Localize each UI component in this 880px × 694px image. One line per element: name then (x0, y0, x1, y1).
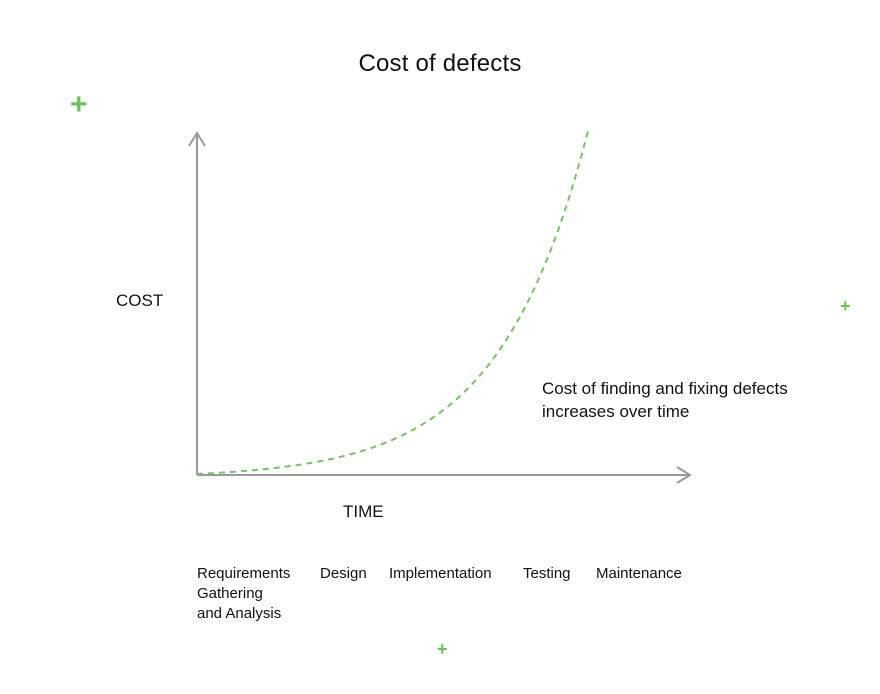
plus-decoration-icon: + (437, 639, 448, 659)
x-axis-arrowhead (676, 466, 692, 484)
phase-labels: Requirements Gathering and Analysis Desi… (0, 564, 880, 644)
chart-title: Cost of defects (358, 50, 522, 77)
plus-decoration-icon: + (840, 296, 851, 316)
phase-implementation-label: Implementation (389, 565, 492, 582)
y-axis-arrowhead (188, 131, 206, 147)
plus-decoration-icon: + (70, 88, 88, 121)
cost-curve (196, 130, 589, 475)
phase-maintenance-label: Maintenance (596, 565, 682, 582)
phase-requirements-label: Requirements Gathering and Analysis (197, 565, 291, 622)
x-axis-label: TIME (343, 502, 384, 521)
y-axis-label: COST (116, 291, 164, 310)
curve-annotation: Cost of finding and fixing defects incre… (542, 379, 788, 421)
phase-testing-label: Testing (523, 565, 571, 582)
phase-design-label: Design (320, 565, 367, 582)
